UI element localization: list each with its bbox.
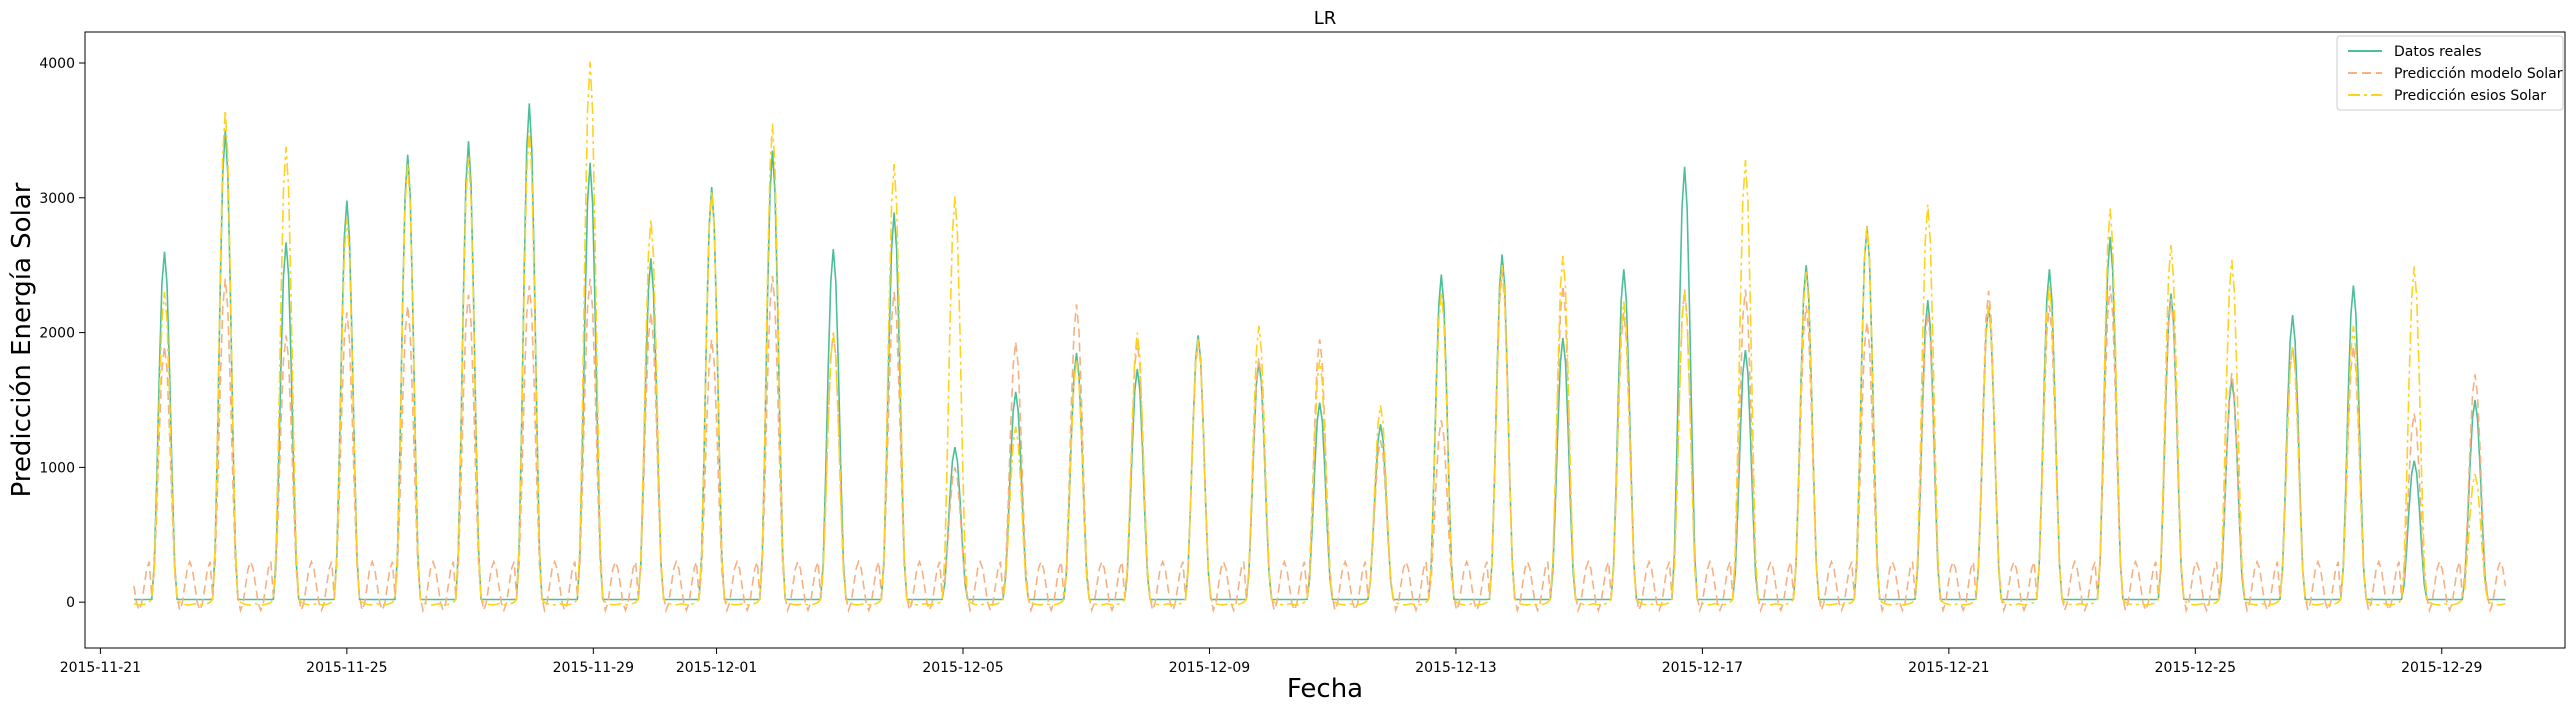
y-tick-label: 0 xyxy=(66,595,75,611)
x-tick-label: 2015-12-29 xyxy=(2401,660,2482,676)
y-tick-label: 3000 xyxy=(39,191,75,207)
plot-area xyxy=(133,61,2507,614)
axes: 2015-11-21 2015-11-25 2015-11-29 2015-12-01… xyxy=(39,31,2566,676)
series-line-predicci-n-esios-solar xyxy=(133,61,2506,606)
legend-label-prediccion-modelo-solar: Predicción modelo Solar xyxy=(2394,66,2563,82)
legend: Datos reales Predicción modelo Solar Pre… xyxy=(2336,35,2564,111)
series-line-predicci-n-modelo-solar xyxy=(133,271,2507,614)
x-tick-label: 2015-12-05 xyxy=(922,660,1003,676)
x-tick-label: 2015-11-25 xyxy=(306,660,387,676)
x-tick-label: 2015-12-17 xyxy=(1662,660,1743,676)
legend-label-datos-reales: Datos reales xyxy=(2394,44,2482,60)
x-tick-label: 2015-12-13 xyxy=(1415,660,1496,676)
x-axis-label: Fecha xyxy=(1287,674,1363,704)
x-tick-label: 2015-11-29 xyxy=(553,660,634,676)
y-tick-label: 4000 xyxy=(39,56,75,72)
y-tick-label: 2000 xyxy=(39,326,75,342)
legend-label-prediccion-esios-solar: Predicción esios Solar xyxy=(2394,88,2546,104)
y-tick-label: 1000 xyxy=(39,460,75,476)
plot-frame xyxy=(84,31,2566,649)
chart-title: LR xyxy=(1314,8,1337,29)
series-line-datos-reales xyxy=(134,103,2506,601)
x-tick-label: 2015-12-21 xyxy=(1908,660,1989,676)
legend-box xyxy=(2336,35,2564,111)
x-tick-label: 2015-12-09 xyxy=(1169,660,1250,676)
x-tick-label: 2015-12-01 xyxy=(676,660,757,676)
x-tick-label: 2015-11-21 xyxy=(60,660,141,676)
y-axis-label: Predicción Energía Solar xyxy=(7,182,37,497)
x-tick-label: 2015-12-25 xyxy=(2155,660,2236,676)
